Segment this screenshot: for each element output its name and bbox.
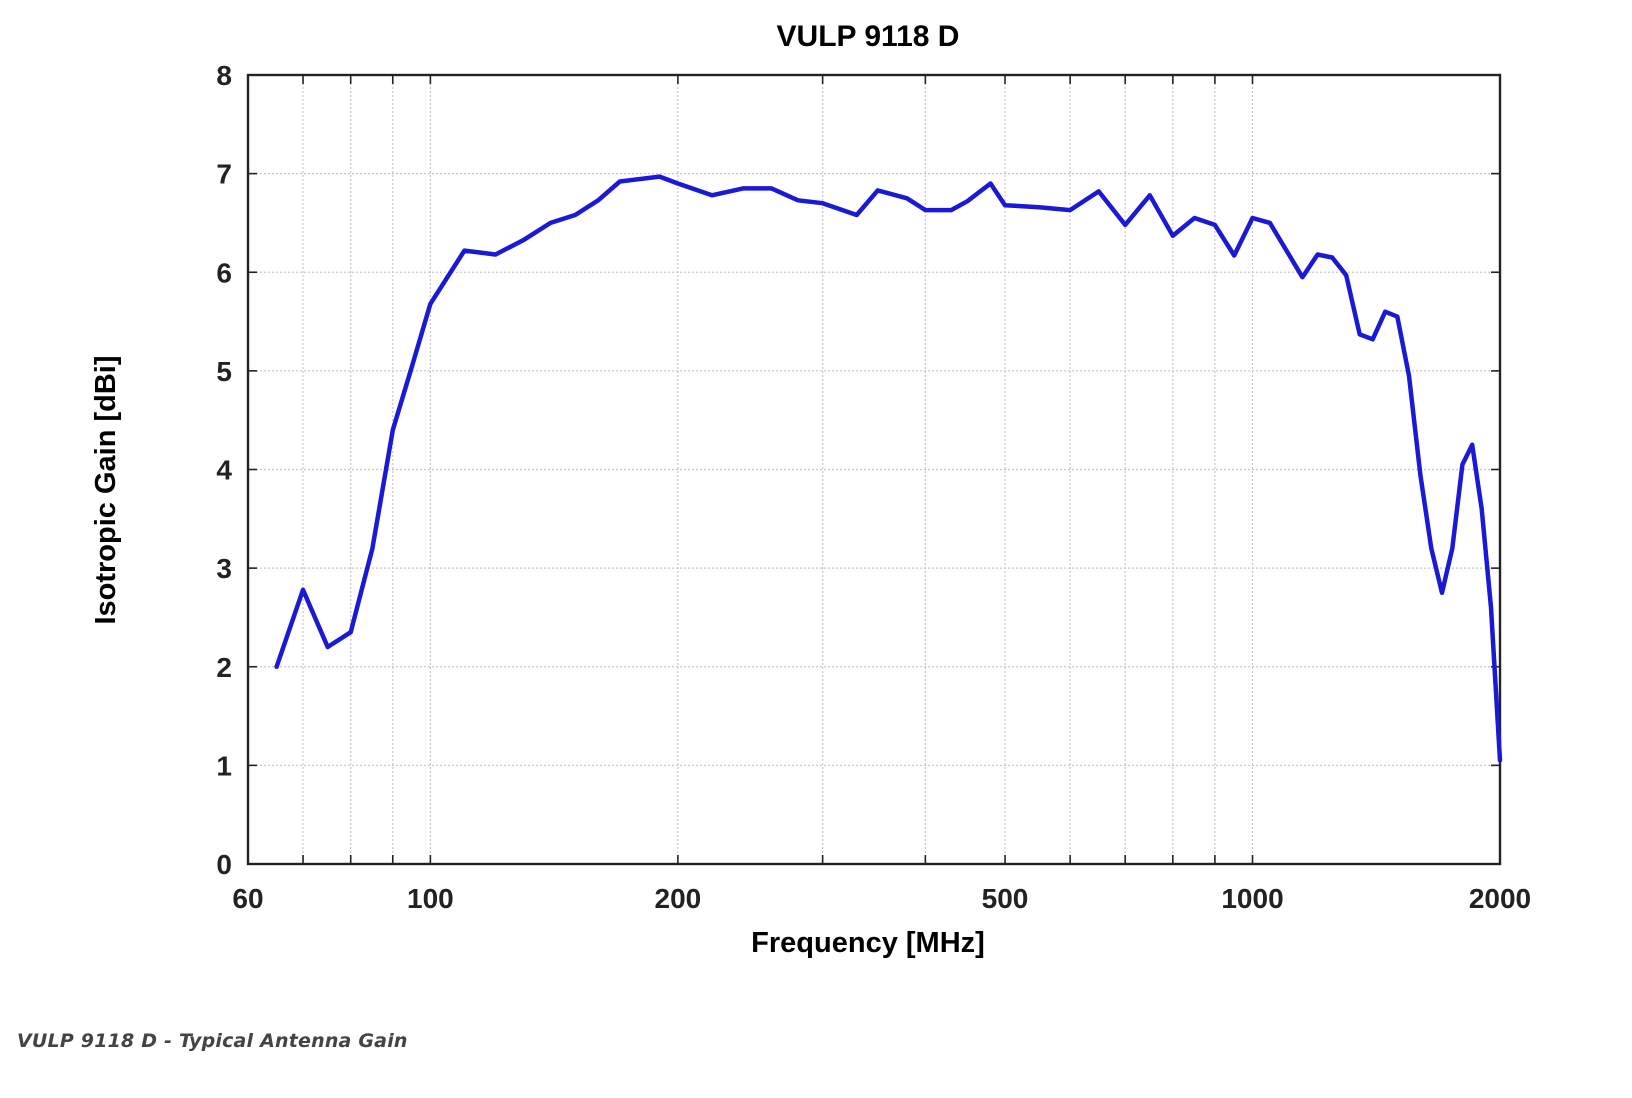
y-tick-label: 1 xyxy=(216,750,232,781)
x-tick-label: 500 xyxy=(982,883,1029,914)
y-axis-label: Isotropic Gain [dBi] xyxy=(90,355,122,624)
y-tick-label: 6 xyxy=(216,257,232,288)
chart-canvas: 60 100 200 500 1000 2000 0 1 2 3 4 5 6 7 8 VULP 9118 D… xyxy=(90,20,1531,959)
tick-labels: 60 100 200 500 1000 2000 0 1 2 3 4 5 6 7 8 xyxy=(216,60,1531,914)
x-tick-label: 1000 xyxy=(1221,883,1283,914)
y-tick-label: 7 xyxy=(216,159,232,190)
y-tick-label: 4 xyxy=(216,455,232,486)
tick-marks xyxy=(247,74,1501,865)
grid-lines xyxy=(248,75,1500,864)
figure-caption: VULP 9118 D - Typical Antenna Gain xyxy=(17,1030,408,1052)
gain-series-line xyxy=(274,174,1503,763)
chart-title: VULP 9118 D xyxy=(777,20,960,53)
series-layer xyxy=(274,174,1503,763)
y-tick-label: 2 xyxy=(216,652,232,683)
gain-chart: 60 100 200 500 1000 2000 0 1 2 3 4 5 6 7 8 VULP 9118 D… xyxy=(90,20,1531,959)
y-tick-label: 5 xyxy=(216,356,232,387)
y-tick-label: 8 xyxy=(216,60,232,91)
y-tick-label: 3 xyxy=(216,553,232,584)
y-tick-label: 0 xyxy=(216,849,232,880)
x-tick-label: 2000 xyxy=(1469,883,1531,914)
plot-frame xyxy=(246,73,1502,866)
x-axis-label: Frequency [MHz] xyxy=(751,927,985,959)
x-tick-label: 100 xyxy=(407,883,454,914)
x-tick-label: 60 xyxy=(232,883,263,914)
x-tick-label: 200 xyxy=(655,883,702,914)
